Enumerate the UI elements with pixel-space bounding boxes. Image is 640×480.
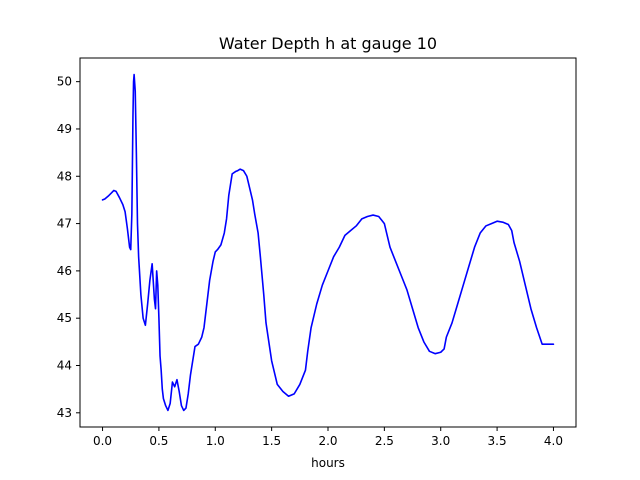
x-tick-label: 0.0 <box>93 434 112 448</box>
y-tick-label: 44 <box>57 359 72 373</box>
x-tick-label: 4.0 <box>544 434 563 448</box>
x-tick-label: 0.5 <box>149 434 168 448</box>
series-line <box>101 73 555 412</box>
x-tick-label: 2.5 <box>375 434 394 448</box>
plot-layer <box>101 73 555 412</box>
y-tick-label: 48 <box>57 169 72 183</box>
y-tick-label: 43 <box>57 406 72 420</box>
y-axis: 43 44 45 46 47 48 49 50 <box>57 75 80 420</box>
y-tick-label: 49 <box>57 122 72 136</box>
x-tick-label: 3.5 <box>488 434 507 448</box>
y-tick-label: 50 <box>57 75 72 89</box>
x-tick-label: 2.0 <box>318 434 337 448</box>
x-axis: 0.0 0.5 1.0 1.5 2.0 2.5 3.0 3.5 4.0 <box>93 427 563 448</box>
x-tick-label: 3.0 <box>431 434 450 448</box>
x-axis-label: hours <box>311 456 345 470</box>
x-tick-label: 1.5 <box>262 434 281 448</box>
x-tick-label: 1.0 <box>206 434 225 448</box>
y-tick-label: 46 <box>57 264 72 278</box>
y-tick-label: 45 <box>57 311 72 325</box>
y-tick-label: 47 <box>57 217 72 231</box>
chart-title: Water Depth h at gauge 10 <box>219 34 437 53</box>
